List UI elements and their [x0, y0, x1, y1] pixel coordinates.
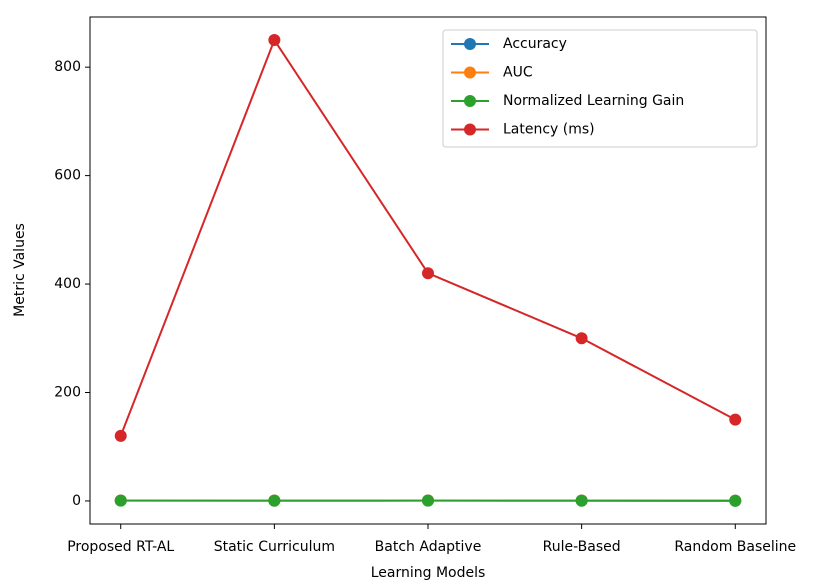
- series-marker: [114, 494, 127, 507]
- x-tick-label: Batch Adaptive: [375, 539, 482, 555]
- plot-frame: [89, 16, 767, 525]
- series-marker: [422, 267, 434, 280]
- series-marker: [268, 34, 281, 47]
- y-axis-label: Metric Values: [12, 223, 28, 317]
- legend-marker: [464, 66, 476, 79]
- legend-marker: [464, 123, 476, 136]
- series-marker: [729, 494, 742, 507]
- series-marker: [575, 332, 588, 345]
- series-marker: [575, 494, 588, 507]
- y-tick-label: 400: [54, 276, 81, 292]
- series-marker: [729, 413, 742, 426]
- legend-label: Latency (ms): [503, 122, 595, 138]
- x-tick-label: Static Curriculum: [214, 539, 335, 555]
- legend-box: [442, 29, 758, 148]
- series-marker: [114, 429, 127, 442]
- legend-label: Normalized Learning Gain: [503, 93, 684, 109]
- y-tick-label: 200: [54, 385, 81, 401]
- series-marker: [268, 494, 281, 507]
- y-tick-label: 0: [72, 493, 81, 509]
- x-tick-label: Random Baseline: [674, 539, 796, 555]
- x-axis-label: Learning Models: [371, 565, 486, 581]
- y-tick-label: 800: [54, 59, 81, 75]
- x-tick-label: Proposed RT-AL: [67, 539, 174, 555]
- legend-label: AUC: [503, 65, 533, 81]
- legend-marker: [464, 95, 476, 107]
- y-tick-label: 600: [54, 168, 81, 184]
- x-tick-label: Rule-Based: [543, 539, 621, 555]
- series-marker: [422, 494, 434, 507]
- legend-label: Accuracy: [503, 36, 567, 52]
- legend-marker: [464, 38, 476, 50]
